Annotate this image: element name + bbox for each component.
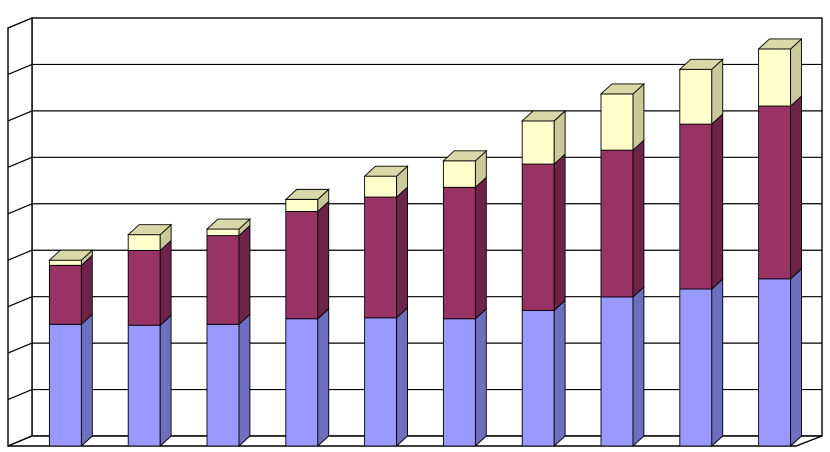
bar-segment-side xyxy=(711,277,724,448)
bar-segment xyxy=(285,211,319,320)
bar-segment xyxy=(521,120,555,165)
bar-segment xyxy=(679,68,713,125)
gridline-side xyxy=(7,389,33,401)
bar-top xyxy=(205,218,252,230)
bar-top xyxy=(442,150,488,162)
bar-segment xyxy=(206,235,240,325)
bar-segment-side xyxy=(80,254,93,326)
bar-segment-side xyxy=(632,139,645,298)
bar-segment xyxy=(442,186,476,320)
bar-segment xyxy=(521,309,555,447)
bar-segment xyxy=(48,259,82,266)
gridline-side xyxy=(7,342,33,354)
bar-segment-side xyxy=(790,267,802,448)
bar-segment xyxy=(679,123,713,290)
bar-top xyxy=(363,165,409,177)
bar-segment xyxy=(521,163,555,311)
bar-top xyxy=(127,224,173,236)
bar-segment xyxy=(127,234,161,251)
bar-segment-side xyxy=(553,299,566,448)
bar-segment-side xyxy=(711,58,724,126)
bar-segment-side xyxy=(632,82,645,152)
gridline-side xyxy=(7,249,33,261)
bar-segment-side xyxy=(553,153,566,312)
bar-segment-side xyxy=(711,113,724,291)
bar-segment xyxy=(679,288,713,447)
bar-segment-side xyxy=(159,314,172,448)
bar-stack xyxy=(757,37,803,448)
bar-stack xyxy=(599,82,646,448)
bar-stack xyxy=(205,218,252,448)
bar-segment-side xyxy=(790,95,802,280)
bar-segment-side xyxy=(238,224,251,326)
bar-stack xyxy=(127,223,173,448)
bar-segment-side xyxy=(474,176,487,320)
bar-segment-side xyxy=(396,306,408,448)
gridline-side xyxy=(7,156,33,168)
bar-segment xyxy=(758,48,792,107)
bar-segment xyxy=(758,278,792,447)
bar-segment xyxy=(127,250,161,326)
bar-segment xyxy=(758,105,792,280)
bar-segment xyxy=(364,175,398,198)
bar-top xyxy=(678,58,724,70)
bar-segment xyxy=(364,317,398,447)
bar-top xyxy=(48,249,94,261)
bar-segment xyxy=(442,160,476,188)
bar-segment xyxy=(600,296,634,447)
bar-segment xyxy=(206,228,240,237)
bar-segment xyxy=(442,318,476,447)
bar-stack xyxy=(363,165,409,448)
bar-segment-side xyxy=(474,307,487,448)
bar-stack xyxy=(48,249,94,448)
bars xyxy=(48,37,803,448)
bar-segment-side xyxy=(632,285,645,448)
bar-stack xyxy=(442,149,488,448)
bar-segment-side xyxy=(396,186,408,319)
bar-segment-side xyxy=(238,313,251,448)
gridline-side xyxy=(7,63,33,75)
gridline-side xyxy=(7,296,33,308)
bar-segment xyxy=(48,264,82,325)
bar-top xyxy=(521,110,567,122)
bar-segment-side xyxy=(159,239,172,327)
bar-segment xyxy=(600,149,634,298)
bar-stack xyxy=(678,58,724,448)
gridline-side xyxy=(7,110,33,122)
bar-stack xyxy=(284,188,330,448)
bar-top xyxy=(599,83,646,95)
bar-segment xyxy=(600,93,634,151)
bar-segment-side xyxy=(790,37,802,108)
bar-segment xyxy=(285,198,319,212)
bar-top xyxy=(284,188,330,200)
bar-segment xyxy=(206,323,240,447)
bar-top xyxy=(757,38,803,50)
bar-segment xyxy=(48,323,82,447)
bar-segment xyxy=(127,324,161,447)
bar-segment-side xyxy=(80,313,93,448)
bar-segment-side xyxy=(317,307,330,448)
bar-segment xyxy=(364,196,398,319)
bar-stack xyxy=(521,109,567,448)
side-wall xyxy=(7,16,33,448)
bar-segment xyxy=(285,318,319,447)
gridline-side xyxy=(7,203,33,215)
bar-segment-side xyxy=(317,200,330,320)
